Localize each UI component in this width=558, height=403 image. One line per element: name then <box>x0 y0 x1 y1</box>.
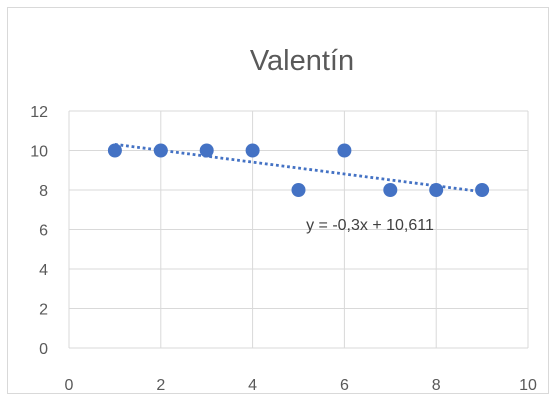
data-points <box>107 143 490 197</box>
y-tick-label: 2 <box>39 302 48 319</box>
data-point <box>245 143 260 158</box>
y-axis-tick-labels: 0 2 4 6 8 10 12 <box>30 104 48 358</box>
data-point <box>475 183 490 197</box>
trendline <box>114 142 483 194</box>
data-point <box>383 183 398 197</box>
chart-title: Valentín <box>250 45 354 77</box>
y-tick-label: 6 <box>39 223 48 240</box>
chart-area <box>7 7 549 394</box>
y-tick-label: 10 <box>30 144 48 161</box>
data-point <box>337 143 352 158</box>
data-point <box>291 183 306 197</box>
data-point <box>429 183 444 197</box>
x-tick-label: 2 <box>156 377 165 394</box>
y-tick-label: 0 <box>39 341 48 358</box>
x-tick-label: 0 <box>65 377 74 394</box>
data-point <box>199 143 214 158</box>
data-point <box>107 143 122 158</box>
y-tick-label: 12 <box>30 104 48 121</box>
trendline-equation-label: y = -0,3x + 10,611 <box>306 217 434 234</box>
y-tick-label: 4 <box>39 262 48 279</box>
data-point <box>153 143 168 158</box>
x-tick-label: 8 <box>432 377 441 394</box>
axes <box>68 111 528 349</box>
x-axis-tick-labels: 0 2 4 6 8 10 <box>65 377 537 394</box>
x-tick-label: 4 <box>248 377 257 394</box>
y-tick-label: 8 <box>39 183 48 200</box>
x-tick-label: 6 <box>340 377 349 394</box>
trendline-path <box>114 142 483 194</box>
x-tick-label: 10 <box>519 377 537 394</box>
